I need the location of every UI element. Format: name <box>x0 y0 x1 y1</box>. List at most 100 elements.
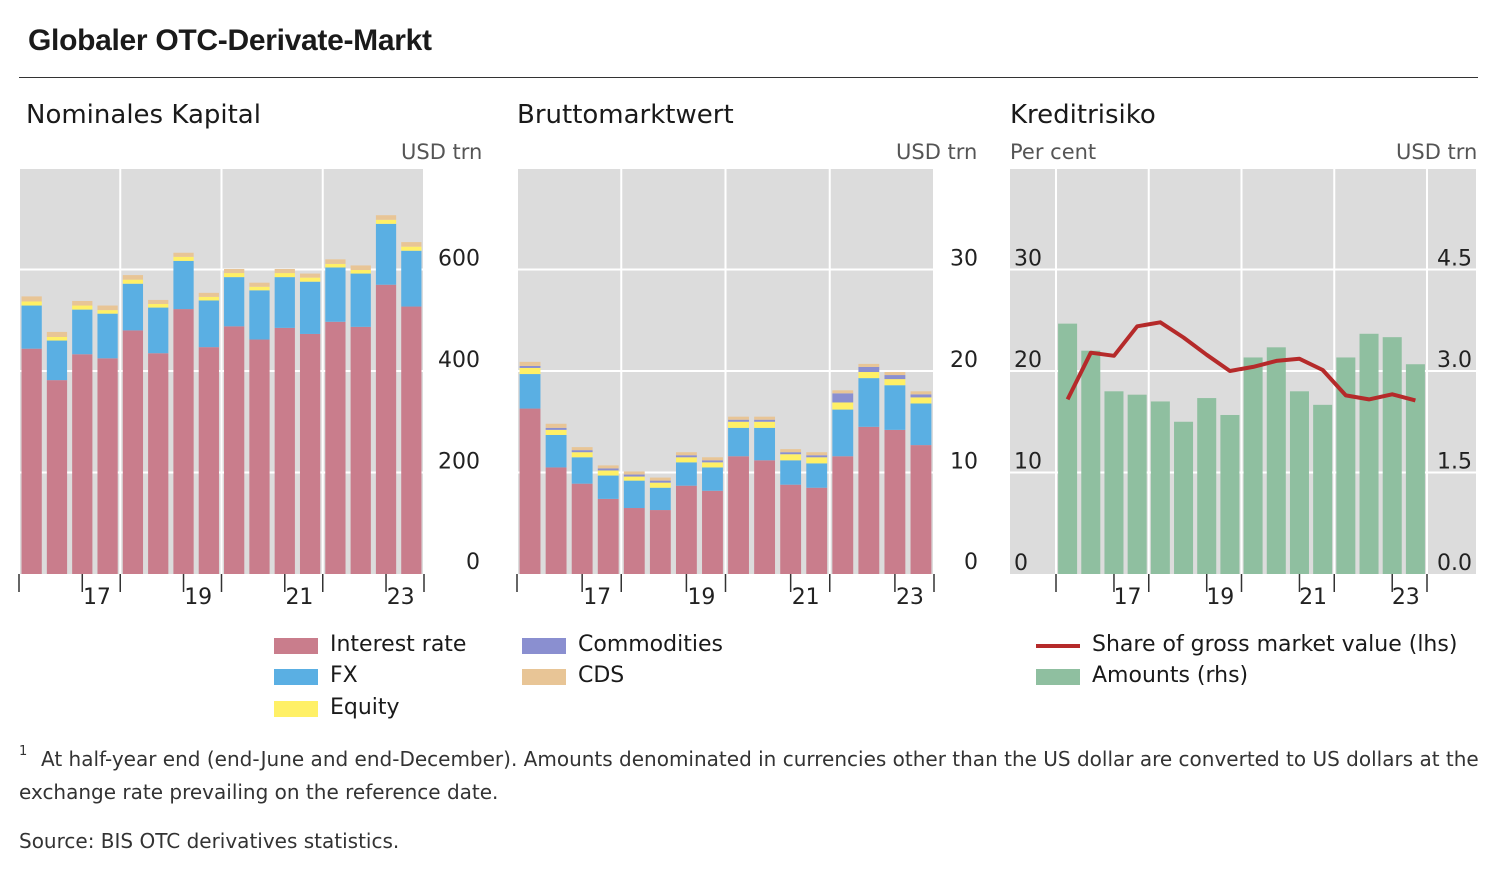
bar-notional-cds-7 <box>198 292 219 297</box>
bar-gross-commodities-6 <box>675 455 697 458</box>
legend-label-equity: Equity <box>330 695 400 720</box>
panel-title-notional: Nominales Kapital <box>26 100 261 130</box>
bar-credit-amounts-15 <box>1405 364 1425 574</box>
bar-notional-fx-6 <box>173 260 194 310</box>
bar-notional-equity-9 <box>249 286 270 291</box>
bar-gross-cds-6 <box>675 452 697 456</box>
bar-gross-commodities-1 <box>545 427 567 430</box>
bar-notional-cds-15 <box>401 242 422 247</box>
bar-notional-fx-12 <box>325 267 346 322</box>
bar-gross-commodities-12 <box>832 393 854 403</box>
bar-notional-cds-8 <box>224 268 245 274</box>
bar-gross-fx-12 <box>832 409 854 457</box>
bar-gross-fx-15 <box>910 403 932 446</box>
bar-gross-equity-8 <box>728 421 749 428</box>
bar-gross-interest_rate-12 <box>832 456 854 574</box>
bar-credit-amounts-10 <box>1289 391 1309 574</box>
y-tick-label-left-0: 0 <box>1014 551 1028 576</box>
bar-credit-amounts-7 <box>1220 414 1240 574</box>
footnote-text: At half-year end (end-June and end-Decem… <box>19 747 1479 804</box>
bar-gross-fx-14 <box>884 385 906 430</box>
bar-gross-interest_rate-5 <box>649 510 671 574</box>
x-tick-label-notional-17: 17 <box>83 585 111 610</box>
bar-notional-fx-4 <box>122 283 144 331</box>
legend-label-commodities: Commodities <box>578 632 723 657</box>
bar-notional-fx-2 <box>72 309 93 355</box>
bar-gross-interest_rate-8 <box>728 456 749 574</box>
bar-notional-fx-8 <box>224 277 245 327</box>
title-divider <box>19 77 1478 78</box>
legend-swatch-commodities <box>522 638 566 654</box>
legend-label-amounts: Amounts (rhs) <box>1092 663 1249 688</box>
bar-gross-commodities-7 <box>702 460 723 463</box>
legend-swatch-amounts <box>1036 669 1080 685</box>
x-tick-label-credit-19: 19 <box>1206 585 1234 610</box>
bar-gross-equity-3 <box>597 470 619 476</box>
bar-notional-interest_rate-1 <box>46 380 68 574</box>
bar-notional-equity-15 <box>401 246 422 251</box>
bar-notional-interest_rate-13 <box>350 326 371 574</box>
legend-swatch-equity <box>274 701 318 717</box>
bar-gross-equity-11 <box>806 457 828 464</box>
bar-gross-interest_rate-15 <box>910 445 932 574</box>
bar-gross-cds-10 <box>780 449 802 453</box>
bar-credit-amounts-2 <box>1104 391 1124 574</box>
bar-notional-fx-11 <box>299 281 321 334</box>
panel-title-credit: Kreditrisiko <box>1010 100 1156 130</box>
x-tick-label-gross-23: 23 <box>896 585 924 610</box>
bar-gross-equity-4 <box>623 476 645 481</box>
bar-gross-interest_rate-4 <box>623 508 645 574</box>
bar-notional-interest_rate-15 <box>401 306 422 574</box>
bar-gross-commodities-5 <box>649 480 671 483</box>
bar-gross-commodities-8 <box>728 419 749 422</box>
bar-gross-equity-15 <box>910 397 932 404</box>
y-tick-label-gross-10: 10 <box>950 450 978 475</box>
bar-notional-equity-0 <box>21 301 42 306</box>
x-tick-label-gross-21: 21 <box>792 585 820 610</box>
bar-notional-cds-10 <box>274 268 295 274</box>
chart-main-title: Globaler OTC-Derivate-Markt <box>28 24 432 57</box>
bar-gross-fx-11 <box>806 463 828 488</box>
bar-notional-fx-3 <box>97 313 118 359</box>
bar-gross-cds-7 <box>702 457 723 461</box>
bar-notional-equity-6 <box>173 256 194 261</box>
bar-gross-fx-3 <box>597 475 619 499</box>
bar-credit-amounts-14 <box>1382 337 1402 574</box>
bar-notional-cds-12 <box>325 259 346 264</box>
y-tick-label-right-4.5: 4.5 <box>1437 247 1472 272</box>
bar-notional-equity-2 <box>72 305 93 310</box>
bar-notional-cds-6 <box>173 252 194 257</box>
bar-gross-commodities-2 <box>571 450 593 453</box>
bar-gross-cds-1 <box>545 423 567 428</box>
bar-notional-fx-9 <box>249 290 270 340</box>
legend-swatch-interest-rate <box>274 638 318 654</box>
y-tick-label-notional-400: 400 <box>438 348 480 373</box>
bar-notional-fx-0 <box>21 305 42 349</box>
bar-notional-equity-7 <box>198 296 219 301</box>
legend-swatch-fx <box>274 669 318 685</box>
bar-notional-interest_rate-10 <box>274 327 295 574</box>
y-tick-label-right-0.0: 0.0 <box>1437 551 1472 576</box>
bar-notional-interest_rate-8 <box>224 326 245 574</box>
bar-notional-interest_rate-0 <box>21 348 42 574</box>
bar-gross-fx-6 <box>675 462 697 486</box>
bar-notional-cds-1 <box>46 331 68 337</box>
x-tick-label-credit-23: 23 <box>1392 585 1420 610</box>
bar-gross-cds-0 <box>519 361 541 366</box>
bar-gross-interest_rate-1 <box>545 467 567 574</box>
bar-credit-amounts-0 <box>1058 323 1078 574</box>
bar-gross-fx-8 <box>728 427 749 457</box>
bar-notional-equity-13 <box>350 270 371 274</box>
legend-label-fx: FX <box>330 663 358 688</box>
bar-credit-amounts-3 <box>1127 394 1147 574</box>
bar-gross-interest_rate-0 <box>519 408 541 574</box>
bar-notional-equity-3 <box>97 310 118 314</box>
y-tick-label-left-30: 30 <box>1014 247 1042 272</box>
legend-label-share-line: Share of gross market value (lhs) <box>1092 632 1458 657</box>
x-tick-label-credit-21: 21 <box>1299 585 1327 610</box>
bar-notional-cds-0 <box>21 296 42 302</box>
bar-credit-amounts-9 <box>1266 347 1286 574</box>
bar-notional-interest_rate-2 <box>72 354 93 574</box>
bar-gross-equity-9 <box>754 421 776 428</box>
